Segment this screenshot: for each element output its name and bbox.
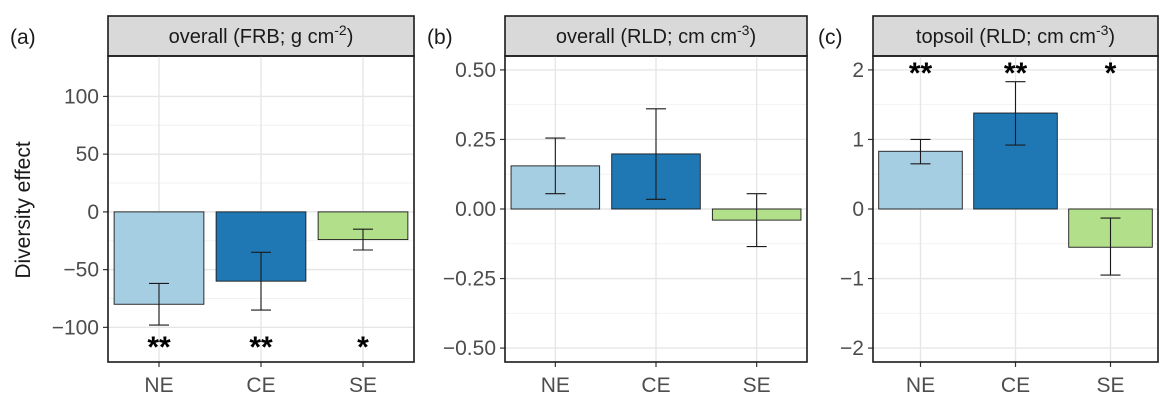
panel-border	[872, 55, 1159, 363]
error-bar-ne	[149, 282, 169, 326]
significance-marker: *	[1105, 57, 1117, 90]
error-bar-ce	[1005, 81, 1026, 146]
significance-marker: **	[249, 331, 273, 364]
error-bar-se	[746, 193, 767, 248]
x-tick-label: SE	[349, 374, 377, 396]
x-tick-label: NE	[144, 374, 173, 396]
y-tick-label: 0.00	[455, 198, 496, 221]
y-tick-label: −50	[63, 259, 99, 282]
panel-3: (c) topsoil (RLD; cm cm-3) ** NE ** CE * SE −2 −1…	[818, 15, 1159, 396]
x-tick-label: NE	[906, 374, 935, 396]
y-tick-label: −100	[52, 316, 99, 339]
x-tick-label: SE	[1096, 374, 1124, 396]
significance-marker: **	[909, 57, 933, 90]
y-tick-label: 0	[852, 198, 864, 221]
y-tick-label: 1	[852, 128, 864, 151]
facet-strip-title: overall (RLD; cm cm-3)	[556, 22, 756, 48]
x-tick-label: CE	[1001, 374, 1030, 396]
facet-strip	[107, 15, 415, 57]
y-tick-label: 0.50	[455, 59, 496, 82]
error-bar-ne	[910, 138, 931, 165]
y-tick-label: 100	[64, 85, 99, 108]
y-tick-label: 0.25	[455, 128, 496, 151]
significance-marker: **	[1004, 57, 1028, 90]
significance-marker: *	[357, 331, 369, 364]
y-tick-label: 0	[87, 201, 99, 224]
panel-label: (c)	[818, 26, 843, 49]
y-tick-label: −0.50	[443, 337, 496, 360]
error-bar-se	[1100, 217, 1121, 276]
panel-border	[504, 55, 808, 363]
panel-label: (b)	[427, 26, 453, 49]
facet-strip-title: overall (FRB; g cm-2)	[169, 22, 354, 48]
y-tick-label: −0.25	[443, 268, 496, 291]
panel-2: (b) overall (RLD; cm cm-3) NE CE SE −0.50 −0.2…	[427, 15, 808, 396]
facet-strip	[872, 15, 1159, 57]
x-tick-label: SE	[743, 374, 771, 396]
error-bar-ce	[251, 251, 271, 311]
facet-strip-title: topsoil (RLD; cm cm-3)	[916, 22, 1115, 48]
error-bar-ne	[545, 137, 566, 195]
panel-border	[107, 55, 415, 363]
y-tick-label: −2	[840, 337, 864, 360]
y-axis-label: Diversity effect	[12, 141, 35, 278]
error-bar-ce	[646, 108, 666, 200]
error-bar-se	[353, 228, 373, 251]
x-tick-label: CE	[246, 374, 275, 396]
significance-marker: **	[147, 331, 171, 364]
y-tick-label: 2	[852, 59, 864, 82]
panel-label: (a)	[10, 26, 36, 49]
y-tick-label: 50	[76, 143, 99, 166]
facet-strip	[504, 15, 808, 57]
x-tick-label: NE	[541, 374, 570, 396]
x-tick-label: CE	[641, 374, 670, 396]
panel-1: (a) overall (FRB; g cm-2) ** NE ** CE * SE −100 −…	[10, 15, 415, 396]
y-tick-label: −1	[840, 268, 864, 291]
